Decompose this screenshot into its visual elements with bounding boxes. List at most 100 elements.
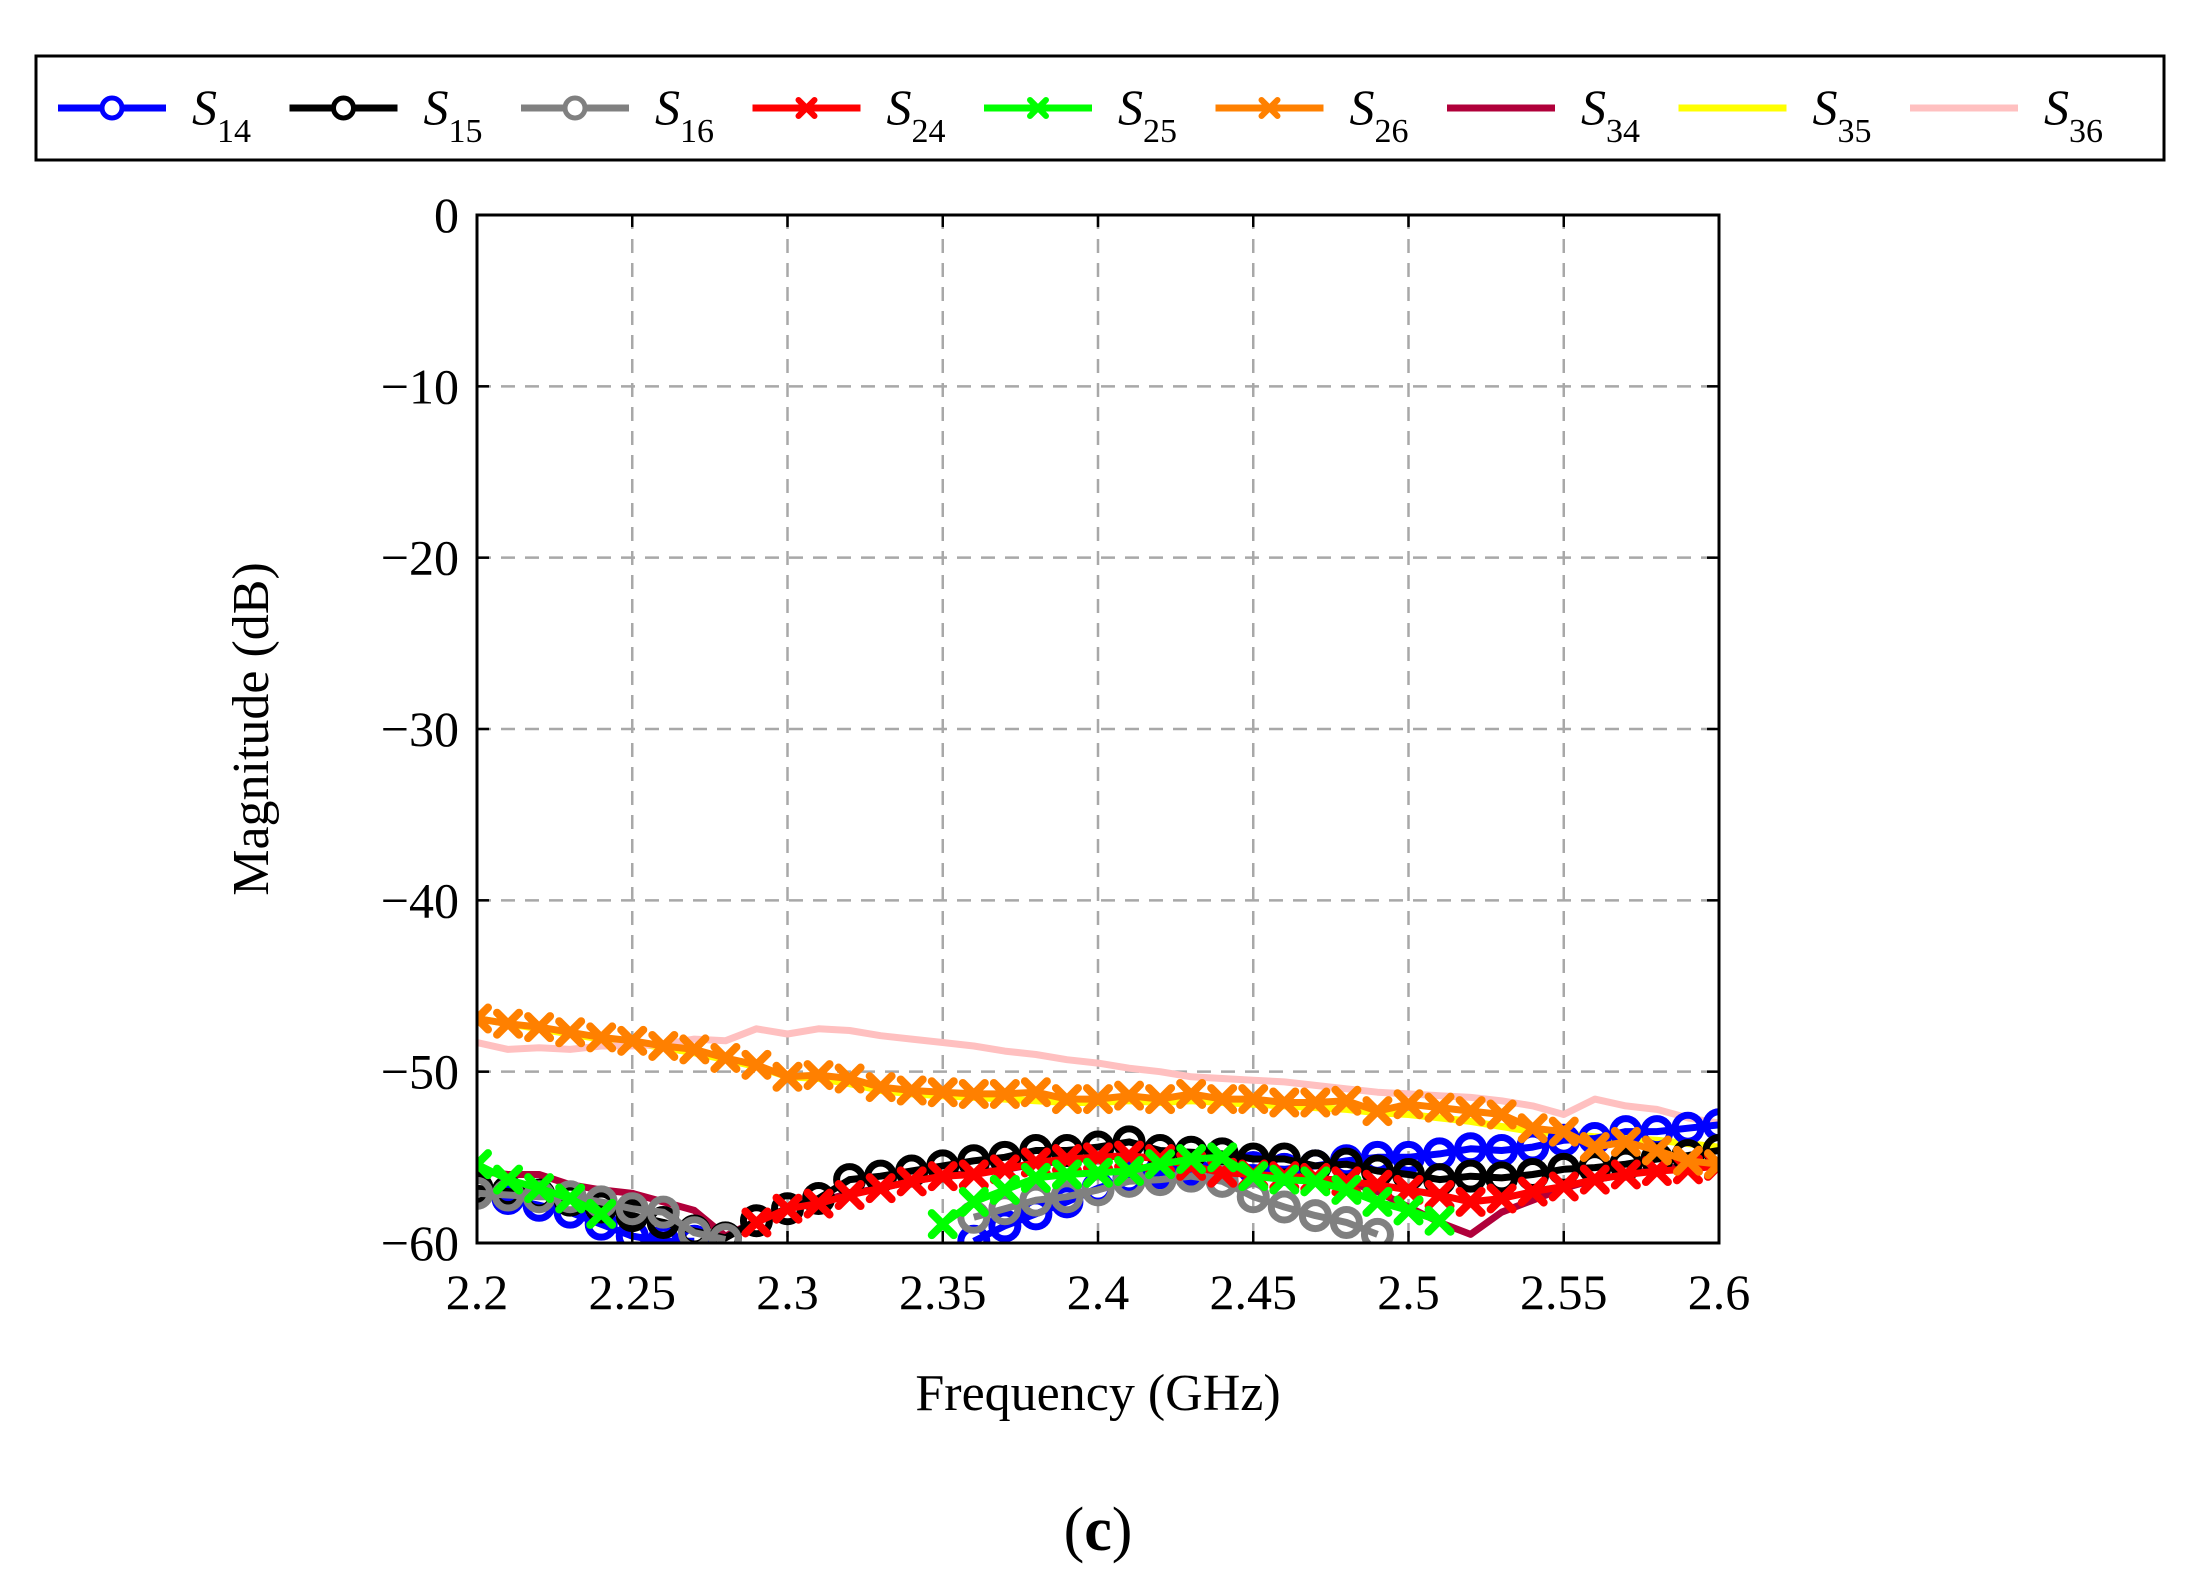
data-point-S25: [1207, 1142, 1238, 1173]
data-point-S25: [1238, 1161, 1269, 1192]
data-point-S26: [896, 1075, 927, 1106]
legend-label-base: S: [1118, 79, 1143, 135]
data-point-S25: [1176, 1144, 1207, 1175]
data-point-S14: [988, 1209, 1022, 1243]
x-tick-label: 2.35: [899, 1264, 987, 1320]
legend-label-base: S: [1581, 79, 1606, 135]
legend-item-S26: S26: [1215, 79, 1409, 150]
legend-item-S34: S34: [1447, 79, 1640, 150]
data-point-S25: [1269, 1164, 1300, 1195]
data-point-S26: [1269, 1087, 1300, 1118]
data-point-S25: [1051, 1159, 1082, 1190]
data-point-S16: [646, 1195, 680, 1229]
data-point-S26: [803, 1060, 834, 1091]
data-point-S16: [1019, 1183, 1053, 1217]
data-point-S26: [1114, 1080, 1145, 1111]
data-point-S26: [1641, 1135, 1672, 1166]
legend-label-sub: 24: [912, 113, 946, 150]
legend-label-sub: 14: [217, 113, 251, 150]
legend-marker-S15: [331, 95, 356, 121]
data-point-S25: [524, 1173, 555, 1204]
legend-item-S16: S16: [521, 79, 714, 150]
data-point-S16: [615, 1192, 649, 1226]
data-point-S25: [477, 1149, 492, 1180]
data-point-S15: [1485, 1161, 1519, 1195]
legend-label-base: S: [1813, 79, 1838, 135]
data-point-S24: [896, 1166, 927, 1197]
legend-label-S25: S25: [1118, 79, 1177, 150]
series-S16: [477, 1159, 1394, 1243]
caption-open: (: [1064, 1496, 1085, 1564]
data-point-S26: [1145, 1084, 1176, 1115]
legend-label-base: S: [887, 79, 912, 135]
x-tick-label: 2.5: [1377, 1264, 1440, 1320]
data-point-S25: [493, 1164, 524, 1195]
x-axis: 2.2 2.25 2.3 2.35 2.4 2.45 2.5 2.55 2.6: [446, 215, 1750, 1320]
data-point-S25: [1083, 1157, 1113, 1188]
y-tick-label: −60: [381, 1215, 459, 1271]
data-point-S26: [1331, 1085, 1362, 1116]
data-point-S16: [708, 1223, 742, 1243]
data-point-S26: [1486, 1099, 1517, 1130]
data-point-S26: [834, 1063, 865, 1094]
data-point-S16: [1298, 1199, 1332, 1233]
legend-label-S35: S35: [1813, 79, 1872, 150]
data-point-S26: [1238, 1084, 1269, 1115]
data-point-S26: [1548, 1116, 1579, 1147]
legend-marker-S16: [562, 95, 588, 121]
x-tick-label: 2.45: [1210, 1264, 1298, 1320]
legend-label-sub: 25: [1143, 113, 1177, 150]
data-point-S26: [1020, 1077, 1051, 1108]
plot-area: 2.2 2.25 2.3 2.35 2.4 2.45 2.5 2.55 2.6 0 −10 −20 −…: [381, 187, 1750, 1320]
x-axis-label: Frequency (GHz): [915, 1365, 1280, 1422]
data-point-S26: [1579, 1132, 1610, 1163]
data-point-S24: [1517, 1176, 1548, 1207]
data-point-S25: [1424, 1205, 1455, 1236]
legend-label-S16: S16: [655, 79, 714, 150]
data-point-S26: [927, 1077, 958, 1108]
data-point-S26: [1393, 1089, 1424, 1120]
x-tick-label: 2.4: [1067, 1264, 1130, 1320]
data-point-S26: [1704, 1149, 1719, 1180]
data-point-S24: [741, 1207, 772, 1238]
data-point-S26: [524, 1012, 555, 1043]
caption-close: ): [1112, 1496, 1133, 1564]
data-point-S24: [1641, 1156, 1672, 1187]
legend-label-S34: S34: [1581, 79, 1640, 150]
data-point-S25: [555, 1183, 586, 1214]
data-point-S16: [477, 1176, 494, 1210]
data-point-S26: [477, 1003, 492, 1034]
data-point-S26: [710, 1042, 741, 1073]
data-point-S26: [1051, 1084, 1082, 1115]
series-S25: [477, 1142, 1455, 1240]
data-point-S24: [803, 1188, 834, 1219]
legend-label-base: S: [1350, 79, 1375, 135]
data-point-S26: [1610, 1126, 1641, 1157]
data-point-S26: [958, 1078, 989, 1109]
data-point-S24: [1610, 1159, 1641, 1190]
data-point-S26: [989, 1078, 1020, 1109]
data-point-S26: [1672, 1145, 1703, 1176]
data-point-S16: [988, 1192, 1022, 1226]
legend-marker-S24: [795, 97, 818, 119]
data-point-S25: [1331, 1174, 1362, 1205]
x-tick-label: 2.25: [589, 1264, 677, 1320]
data-point-S24: [1548, 1171, 1579, 1202]
data-point-S26: [648, 1030, 679, 1061]
x-tick-label: 2.2: [446, 1264, 509, 1320]
data-point-S25: [1145, 1149, 1176, 1180]
data-point-S25: [989, 1174, 1020, 1205]
legend-label-sub: 15: [449, 113, 483, 150]
data-point-S25: [1393, 1195, 1424, 1226]
legend-item-S36: S36: [1910, 79, 2103, 150]
data-point-S26: [617, 1025, 648, 1056]
caption-letter: c: [1084, 1496, 1112, 1564]
data-point-S26: [1455, 1096, 1486, 1127]
data-point-S26: [1176, 1078, 1207, 1109]
legend-label-base: S: [2044, 79, 2069, 135]
data-point-S24: [1579, 1164, 1610, 1195]
data-point-S26: [1207, 1084, 1238, 1115]
y-tick-label: −30: [381, 701, 459, 757]
data-point-S26: [865, 1072, 896, 1103]
